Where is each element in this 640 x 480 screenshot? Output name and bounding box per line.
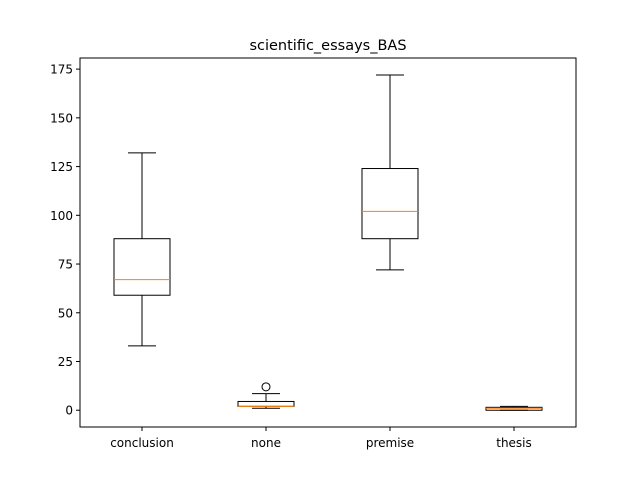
chart-title: scientific_essays_BAS <box>249 38 406 54</box>
y-tick-label: 100 <box>50 209 73 223</box>
y-axis: 0 25 50 75 100 125 150 175 <box>50 63 80 418</box>
x-tick-label: premise <box>366 436 414 450</box>
y-tick-label: 125 <box>50 160 73 174</box>
y-tick-label: 25 <box>58 355 73 369</box>
outlier-point <box>261 382 271 392</box>
x-tick-label: conclusion <box>110 436 174 450</box>
y-tick-label: 50 <box>58 306 73 320</box>
x-tick-label: thesis <box>496 436 532 450</box>
box-iqr <box>237 400 295 407</box>
y-tick-label: 75 <box>58 258 73 272</box>
y-tick-label: 150 <box>50 111 73 125</box>
plot-area-frame <box>79 57 577 428</box>
y-tick-label: 175 <box>50 63 73 77</box>
y-tick-label: 0 <box>65 404 73 418</box>
x-tick-label: none <box>251 436 281 450</box>
box-iqr <box>361 168 419 240</box>
x-axis: conclusion none premise thesis <box>110 427 532 450</box>
box-iqr <box>113 238 171 296</box>
boxes-group <box>113 74 543 411</box>
